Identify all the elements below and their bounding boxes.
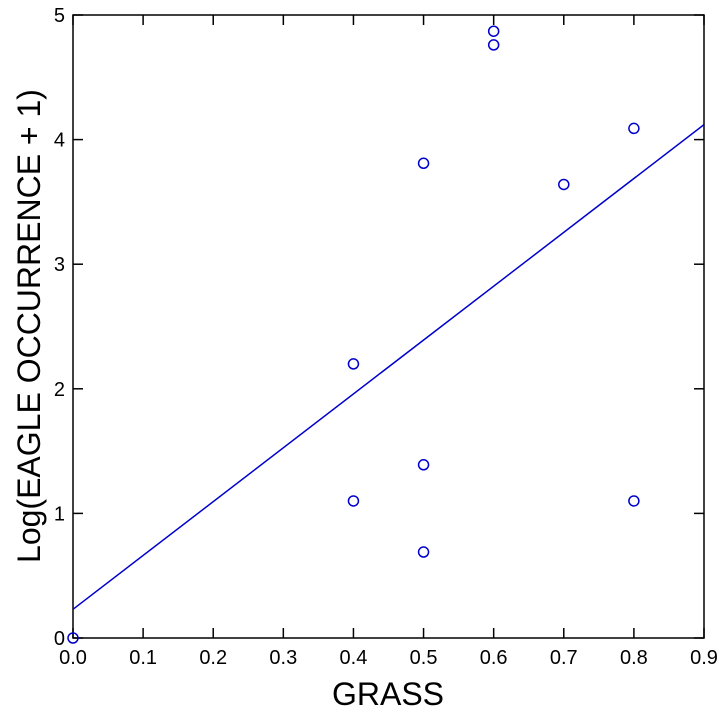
regression-line — [72, 124, 705, 610]
x-tick-label: 0.6 — [480, 647, 508, 669]
y-tick-label: 1 — [54, 503, 65, 525]
x-tick-label: 0.1 — [129, 647, 157, 669]
data-point — [347, 358, 360, 370]
data-point — [628, 495, 640, 507]
x-tick-label: 0.0 — [59, 647, 87, 669]
x-tick-label: 0.8 — [620, 647, 648, 669]
data-point — [347, 495, 360, 507]
data-point — [417, 459, 430, 471]
data-point — [67, 632, 79, 644]
x-tick-labels: 0.0 0.1 0.2 0.3 0.4 0.5 0.6 0.7 0.8 0.9 — [59, 647, 718, 669]
y-tick-label: 5 — [54, 5, 65, 27]
data-point — [558, 178, 570, 191]
data-point — [628, 122, 640, 135]
axis-ticks — [72, 14, 705, 639]
x-tick-label: 0.4 — [340, 647, 368, 669]
y-tick-label: 4 — [54, 130, 65, 152]
x-tick-label: 0.2 — [199, 647, 227, 669]
y-tick-label: 3 — [54, 254, 65, 276]
y-tick-labels: 0 1 2 3 4 5 — [54, 5, 65, 650]
y-tick-label: 0 — [54, 628, 65, 650]
data-point — [487, 39, 500, 51]
y-tick-label: 2 — [54, 379, 65, 401]
x-tick-label: 0.5 — [410, 647, 438, 669]
x-axis-title: GRASS — [332, 676, 444, 712]
plot-frame — [72, 14, 705, 639]
x-tick-label: 0.9 — [690, 647, 718, 669]
data-point — [417, 546, 430, 558]
data-point — [417, 157, 430, 170]
x-tick-label: 0.3 — [269, 647, 297, 669]
data-points — [67, 25, 640, 644]
data-point — [487, 25, 500, 37]
x-tick-label: 0.7 — [550, 647, 578, 669]
y-axis-title: Log(EAGLE OCCURRENCE + 1) — [11, 89, 47, 563]
fit-line-group — [72, 124, 705, 610]
